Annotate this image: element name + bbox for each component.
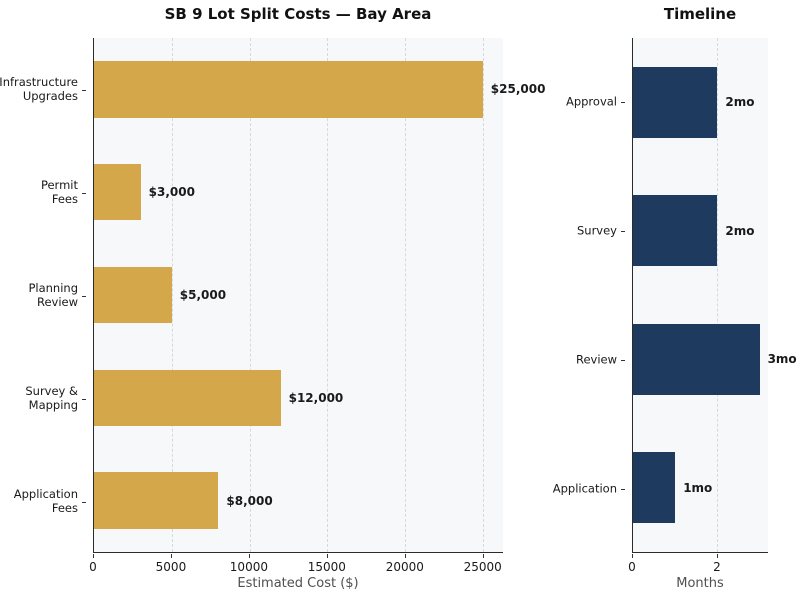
y-tick-mark	[621, 359, 625, 361]
y-tick-mark	[621, 488, 625, 490]
gridline	[249, 38, 251, 552]
category-label: Survey & Mapping	[25, 383, 78, 413]
x-tick-mark	[170, 554, 172, 558]
category-label: Review	[575, 352, 617, 367]
bar-value-label: $3,000	[148, 185, 195, 200]
x-tick-label: 25000	[463, 560, 502, 574]
bar-value-label: $12,000	[288, 390, 344, 405]
x-tick-mark	[326, 554, 328, 558]
x-tick-mark	[717, 554, 718, 558]
x-tick-label: 20000	[385, 560, 424, 574]
bar-infrastructure	[94, 61, 483, 118]
y-tick-mark	[82, 89, 86, 91]
y-tick-mark	[621, 231, 625, 233]
timeline-chart-x-axis-label: Months	[676, 576, 724, 591]
x-tick-mark	[404, 554, 406, 558]
category-label: Planning Review	[28, 280, 78, 310]
category-label: Approval	[565, 94, 617, 109]
bar-value-label: 1mo	[683, 480, 713, 495]
cost-chart-x-axis-ticks: 0 5000 10000 15000 20000 25000	[89, 554, 503, 576]
x-tick-label: 0	[89, 560, 97, 574]
bar-value-label: 2mo	[725, 95, 755, 110]
x-tick-label: 0	[628, 560, 636, 574]
y-tick-mark	[621, 102, 625, 104]
bar-value-label: $8,000	[226, 493, 273, 508]
cost-chart-plot-area: $25,000 $3,000 $5,000 $12,000 $8,000	[93, 38, 545, 553]
x-tick-label: 10000	[229, 560, 268, 574]
x-tick-mark	[248, 554, 250, 558]
cost-chart-x-axis-label: Estimated Cost ($)	[237, 576, 359, 591]
y-tick-mark	[82, 295, 86, 297]
y-tick-mark	[82, 192, 86, 194]
x-tick-label: 2	[713, 560, 721, 574]
bar-permit	[94, 163, 141, 221]
x-tick-label: 15000	[307, 560, 346, 574]
timeline-chart-title: Timeline	[663, 5, 737, 23]
y-tick-mark	[82, 398, 86, 400]
category-label: Application Fees	[13, 486, 78, 516]
category-label: Survey	[576, 223, 617, 238]
gridline	[717, 38, 719, 552]
gridline	[327, 38, 329, 552]
bar-survey	[633, 195, 718, 267]
gridline	[482, 38, 484, 552]
y-tick-mark	[82, 501, 86, 503]
timeline-chart-plot-area: 2mo 2mo 3mo 1mo	[632, 38, 797, 553]
bar-approval	[633, 66, 718, 138]
x-tick-mark	[632, 554, 633, 558]
category-label: Permit Fees	[40, 177, 78, 207]
gridline	[405, 38, 407, 552]
bar-value-label: 3mo	[767, 352, 797, 367]
timeline-chart-y-axis-labels: Approval Survey Review Application	[538, 38, 626, 553]
category-label: Application	[552, 481, 617, 496]
gridline	[171, 38, 173, 552]
x-tick-mark	[93, 554, 94, 558]
bar-survey &	[94, 369, 281, 427]
bar-value-label: 2mo	[725, 223, 755, 238]
bar-review	[633, 323, 760, 395]
bar-application	[633, 452, 676, 524]
category-label: Infrastructure Upgrades	[0, 74, 78, 104]
cost-chart-y-axis-labels: Infrastructure Upgrades Permit Fees Planni…	[0, 38, 87, 553]
bar-value-label: $25,000	[490, 82, 546, 97]
bar-application	[94, 472, 219, 529]
x-tick-mark	[482, 554, 484, 558]
bar-value-label: $5,000	[179, 288, 227, 302]
cost-chart-title: SB 9 Lot Split Costs — Bay Area	[164, 5, 432, 23]
x-tick-label: 5000	[155, 560, 187, 574]
bar-planning	[94, 266, 172, 324]
